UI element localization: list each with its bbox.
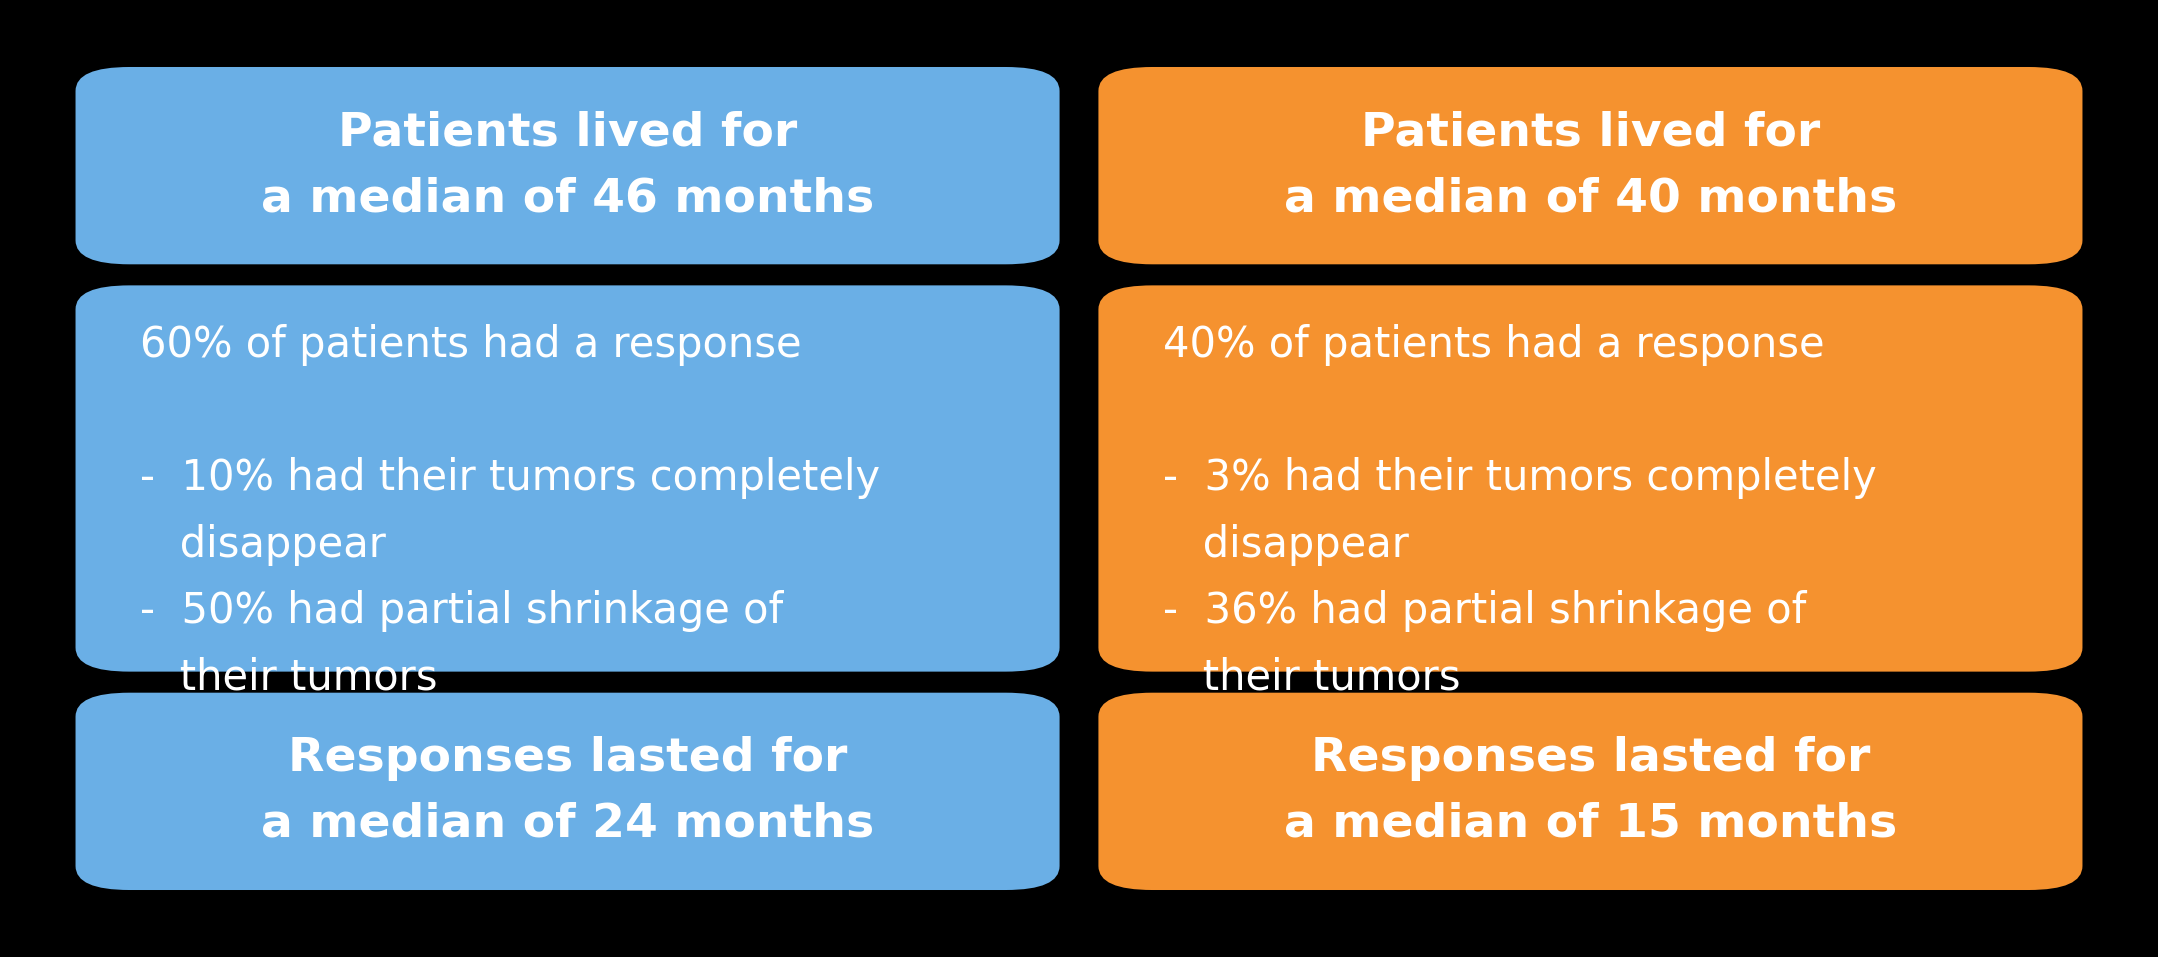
Text: disappear: disappear bbox=[140, 523, 386, 566]
Text: -  50% had partial shrinkage of: - 50% had partial shrinkage of bbox=[140, 590, 783, 633]
Text: -  10% had their tumors completely: - 10% had their tumors completely bbox=[140, 457, 880, 499]
FancyBboxPatch shape bbox=[1098, 285, 2082, 672]
FancyBboxPatch shape bbox=[76, 693, 1060, 890]
FancyBboxPatch shape bbox=[76, 67, 1060, 264]
Text: Patients lived for
a median of 46 months: Patients lived for a median of 46 months bbox=[261, 110, 874, 221]
Text: -  36% had partial shrinkage of: - 36% had partial shrinkage of bbox=[1163, 590, 1806, 633]
FancyBboxPatch shape bbox=[1098, 67, 2082, 264]
Text: Responses lasted for
a median of 24 months: Responses lasted for a median of 24 mont… bbox=[261, 736, 874, 847]
FancyBboxPatch shape bbox=[76, 285, 1060, 672]
FancyBboxPatch shape bbox=[1098, 693, 2082, 890]
Text: Responses lasted for
a median of 15 months: Responses lasted for a median of 15 mont… bbox=[1284, 736, 1897, 847]
Text: their tumors: their tumors bbox=[1163, 657, 1461, 699]
Text: disappear: disappear bbox=[1163, 523, 1409, 566]
Text: their tumors: their tumors bbox=[140, 657, 438, 699]
Text: Patients lived for
a median of 40 months: Patients lived for a median of 40 months bbox=[1284, 110, 1897, 221]
Text: 40% of patients had a response: 40% of patients had a response bbox=[1163, 323, 1826, 366]
Text: -  3% had their tumors completely: - 3% had their tumors completely bbox=[1163, 457, 1877, 499]
Text: 60% of patients had a response: 60% of patients had a response bbox=[140, 323, 803, 366]
